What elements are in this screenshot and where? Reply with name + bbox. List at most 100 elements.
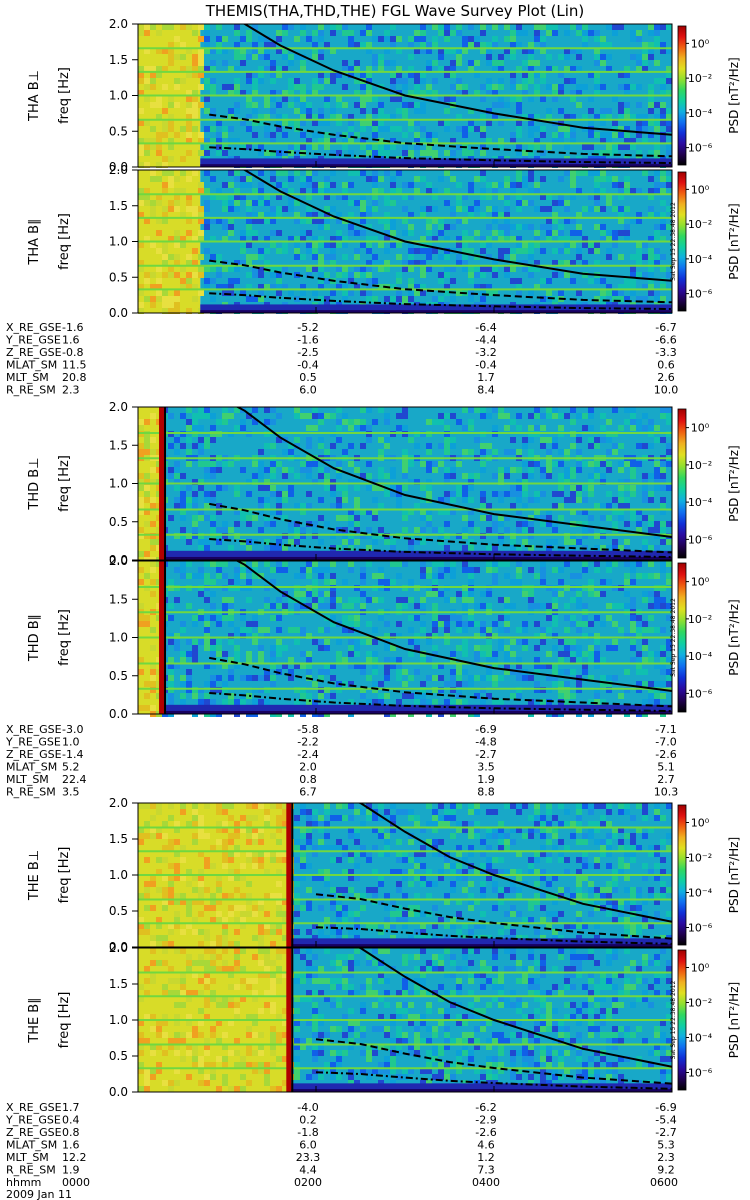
y-tick-label: 1.0 [109,631,128,645]
ephemeris-value: 4.4 [299,1164,317,1177]
ephemeris-value: 2.6 [657,371,675,384]
ephemeris-label: Z_RE_GSE [6,1126,62,1139]
y-tick-label: 1.0 [109,89,128,103]
fce-curve [235,561,672,692]
time-tick-label: 0400 [472,1176,500,1189]
ephemeris-label: X_RE_GSE [6,321,62,334]
ephemeris-value: 8.8 [477,786,495,799]
ephemeris-value: 0.2 [299,1114,317,1127]
ephemeris-value: 2.7 [657,773,675,786]
ephemeris-value: 2.3 [62,384,80,397]
panel-ylabel: THA B⊥ [27,70,42,122]
low-freq-band-core [289,944,672,947]
ephemeris-label: MLAT_SM [6,1139,57,1152]
y-tick-label: 1.0 [109,235,128,249]
ephemeris-value: 1.0 [62,736,80,749]
colorbar-tick-label: 10⁻⁴ [688,1032,713,1045]
timestamp-stamp: Sat Sep 15 22:38:48 2012 [670,202,677,281]
colorbar-gradient [677,804,687,946]
spectrogram-panel-tha-par: 0.0 0.5 1.0 1.5 2.0 THA B∥ freq [Hz] [27,163,673,320]
ephemeris-value: 4.6 [477,1139,495,1152]
y-tick-label: 1.5 [109,53,128,67]
colorbar-tick-label: 10⁻² [688,997,712,1010]
y-tick-label: 2.0 [109,163,128,177]
y-tick-label: 2.0 [109,554,128,568]
ephemeris-value: 8.4 [477,384,495,397]
gyrofrequency-curves [209,561,672,713]
colorbar-tick-label: 10⁻⁶ [688,1067,713,1080]
ephemeris-value: -3.2 [475,346,496,359]
ephemeris-value: -2.6 [475,1126,496,1139]
ephemeris-value: 10.0 [654,384,679,397]
date-label: 2009 Jan 11 [6,1188,72,1200]
ephemeris-value: -4.0 [297,1101,318,1114]
ephemeris-value: -7.0 [655,736,676,749]
ephemeris-value: 23.3 [296,1151,321,1164]
saturation-edge [164,561,167,714]
saturation-bar [159,561,165,714]
ephemeris-label: X_RE_GSE [6,1101,62,1114]
ephemeris-label: X_RE_GSE [6,723,62,736]
ephemeris-value: -0.4 [475,359,496,372]
ephemeris-value: 7.3 [477,1164,495,1177]
panel-ylabel: THA B∥ [27,218,42,265]
ephemeris-value: 11.5 [62,359,87,372]
ephemeris-value: -2.7 [655,1126,676,1139]
colorbar-tick-label: 10⁻⁶ [688,533,713,546]
ephemeris-value: -6.7 [655,321,676,334]
fce-curve [357,803,672,923]
low-freq-band [200,158,673,167]
y-tick-label: 1.5 [109,592,128,606]
time-tick-label: 0600 [650,1176,678,1189]
ephemeris-value: 5.2 [62,761,80,774]
ephemeris-value: -4.4 [475,334,496,347]
ephemeris-label: Z_RE_GSE [6,346,62,359]
y-tick-label: 1.0 [109,1013,128,1027]
colorbar-tick-label: 10⁻⁶ [688,288,713,301]
y-tick-label: 0.5 [109,1049,128,1063]
y-tick-label: 0.5 [109,669,128,683]
y-tick-label: 1.0 [109,868,128,882]
ephemeris-label: R_RE_SM [6,1164,56,1177]
ephemeris-value: 0.8 [62,1126,80,1139]
fce-8-curve [209,146,672,164]
ephemeris-value: -0.8 [62,346,83,359]
y-tick-label: 0.5 [109,124,128,138]
figure-title: THEMIS(THA,THD,THE) FGL Wave Survey Plot… [205,2,584,20]
colorbar: 10⁰ 10⁻² 10⁻⁴ 10⁻⁶ PSD [nT²/Hz] [677,804,741,946]
colorbar: 10⁰ 10⁻² 10⁻⁴ 10⁻⁶ PSD [nT²/Hz] Sat Sep 15 22… [670,562,741,713]
y-tick-label: 2.0 [109,17,128,31]
colorbar: 10⁰ 10⁻² 10⁻⁴ 10⁻⁶ PSD [nT²/Hz] [677,408,741,559]
y-tick-label: 1.5 [109,832,128,846]
ephemeris-label: MLAT_SM [6,359,57,372]
saturation-bar [159,407,165,560]
ephemeris-value: 1.9 [477,773,495,786]
colorbar-label: PSD [nT²/Hz] [727,599,741,675]
colorbar-tick-label: 10⁻⁴ [688,107,713,120]
colorbar-label: PSD [nT²/Hz] [727,837,741,913]
colorbar-tick-label: 10⁻⁶ [688,922,713,935]
ephemeris-value: 1.7 [477,371,495,384]
freq-axis-label: freq [Hz] [57,992,72,1049]
ephemeris-label: Z_RE_GSE [6,748,62,761]
ephemeris-label: Y_RE_GSE [5,334,61,347]
ephemeris-value: -6.9 [475,723,496,736]
low-freq-band [289,938,672,947]
colorbar-gradient [677,562,687,713]
colorbar-tick-label: 10⁻⁶ [688,142,713,155]
ephemeris-value: 2.3 [657,1151,675,1164]
colorbar-tick-label: 10⁻² [688,218,712,231]
colorbar-gradient [677,25,687,166]
ephemeris-value: -2.9 [475,1114,496,1127]
fce-curve [242,24,672,136]
low-freq-band-core [200,164,673,167]
colorbar-label: PSD [nT²/Hz] [727,57,741,133]
colorbar-tick-label: 10⁻⁴ [688,650,713,663]
ephemeris-value: -0.4 [297,359,318,372]
gyrofrequency-curves [209,24,672,164]
fce-curve [242,170,672,282]
ephemeris-label: MLT_SM [6,1151,49,1164]
saturation-bar [286,803,292,947]
colorbar-tick-label: 10⁻⁶ [688,687,713,700]
ephemeris-value: 22.4 [62,773,87,786]
